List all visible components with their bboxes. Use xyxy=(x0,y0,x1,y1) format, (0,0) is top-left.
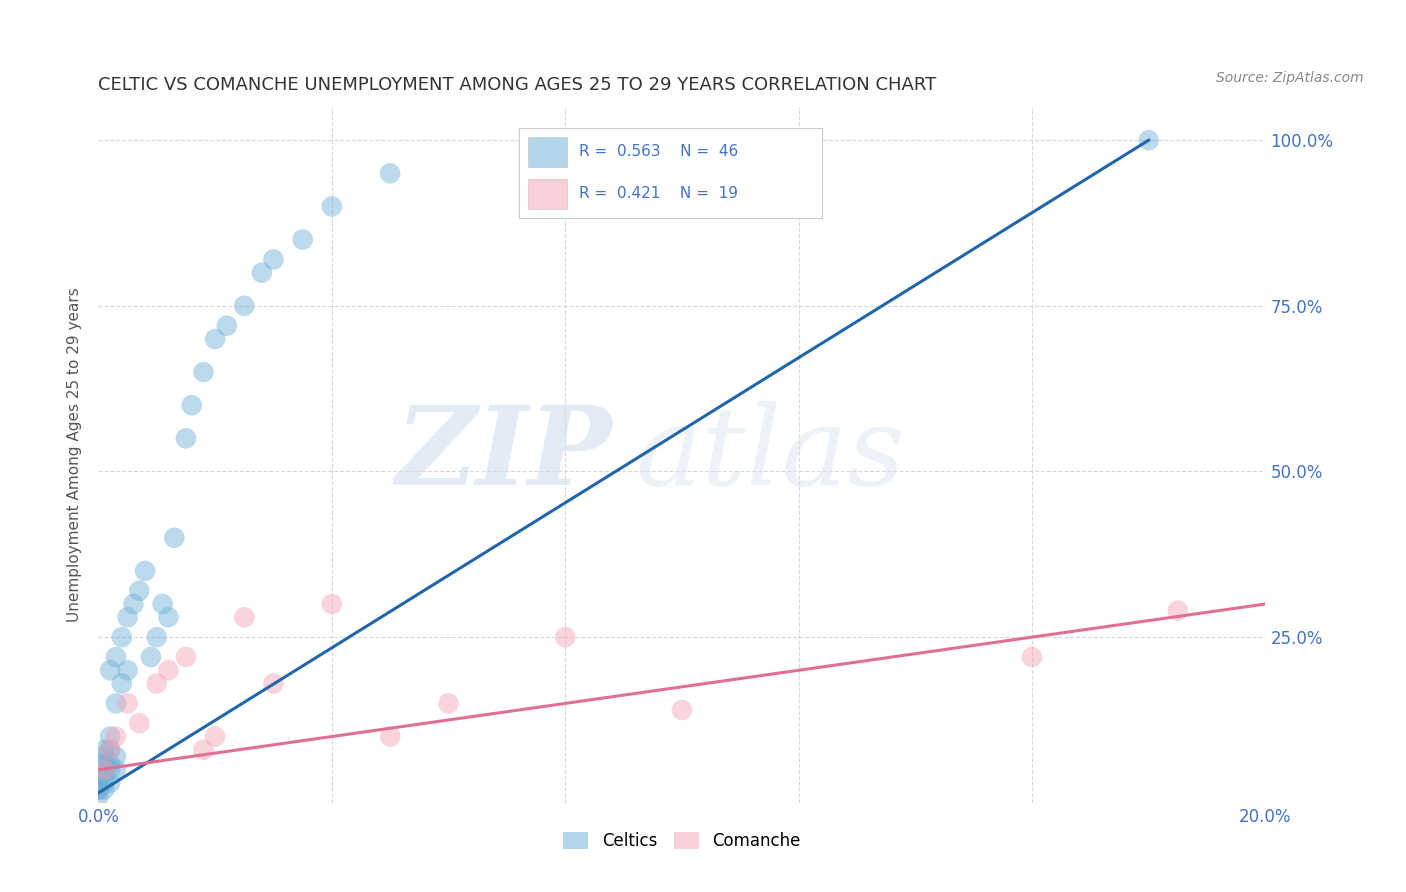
Point xyxy=(111,630,134,644)
Point xyxy=(437,697,460,711)
Point xyxy=(215,318,238,333)
Point xyxy=(128,716,150,731)
Point xyxy=(98,663,121,677)
Point xyxy=(321,199,343,213)
Point xyxy=(1021,650,1043,665)
Point xyxy=(93,782,115,797)
Legend: Celtics, Comanche: Celtics, Comanche xyxy=(557,826,807,857)
Point xyxy=(163,531,186,545)
Point xyxy=(262,252,284,267)
Point xyxy=(321,597,343,611)
Point xyxy=(104,697,127,711)
Point xyxy=(671,703,693,717)
Point xyxy=(87,782,110,797)
Point xyxy=(117,697,139,711)
Point xyxy=(98,763,121,777)
Point xyxy=(157,663,180,677)
Point xyxy=(98,730,121,744)
Point xyxy=(111,676,134,690)
Point xyxy=(117,663,139,677)
Point xyxy=(98,743,121,757)
Point xyxy=(93,743,115,757)
Point xyxy=(134,564,156,578)
Point xyxy=(104,730,127,744)
Point xyxy=(93,763,115,777)
Text: Source: ZipAtlas.com: Source: ZipAtlas.com xyxy=(1216,71,1364,86)
Point xyxy=(250,266,273,280)
Point xyxy=(204,332,226,346)
Point xyxy=(104,749,127,764)
Point xyxy=(193,743,215,757)
Text: ZIP: ZIP xyxy=(395,401,612,508)
Point xyxy=(93,769,115,783)
Title: CELTIC VS COMANCHE UNEMPLOYMENT AMONG AGES 25 TO 29 YEARS CORRELATION CHART: CELTIC VS COMANCHE UNEMPLOYMENT AMONG AG… xyxy=(98,77,936,95)
Point xyxy=(122,597,145,611)
Point xyxy=(233,299,256,313)
Point xyxy=(87,789,110,804)
Text: atlas: atlas xyxy=(636,401,905,508)
Point xyxy=(146,676,169,690)
Point xyxy=(180,398,202,412)
Point xyxy=(204,730,226,744)
Point xyxy=(93,749,115,764)
Point xyxy=(174,431,197,445)
Point xyxy=(380,730,402,744)
Point xyxy=(117,610,139,624)
Point xyxy=(233,610,256,624)
Point xyxy=(104,650,127,665)
Point xyxy=(98,776,121,790)
Point xyxy=(93,756,115,770)
Point xyxy=(157,610,180,624)
Point xyxy=(554,630,576,644)
Y-axis label: Unemployment Among Ages 25 to 29 years: Unemployment Among Ages 25 to 29 years xyxy=(67,287,83,623)
Point xyxy=(87,776,110,790)
Point xyxy=(87,782,110,797)
Point xyxy=(146,630,169,644)
Point xyxy=(193,365,215,379)
Point xyxy=(98,743,121,757)
Point xyxy=(174,650,197,665)
Point xyxy=(262,676,284,690)
Point xyxy=(93,763,115,777)
Point xyxy=(380,166,402,180)
Point xyxy=(93,776,115,790)
Point xyxy=(139,650,162,665)
Point xyxy=(87,763,110,777)
Point xyxy=(152,597,174,611)
Point xyxy=(1167,604,1189,618)
Point xyxy=(98,756,121,770)
Point xyxy=(104,763,127,777)
Point xyxy=(291,233,314,247)
Point xyxy=(128,583,150,598)
Point xyxy=(1137,133,1160,147)
